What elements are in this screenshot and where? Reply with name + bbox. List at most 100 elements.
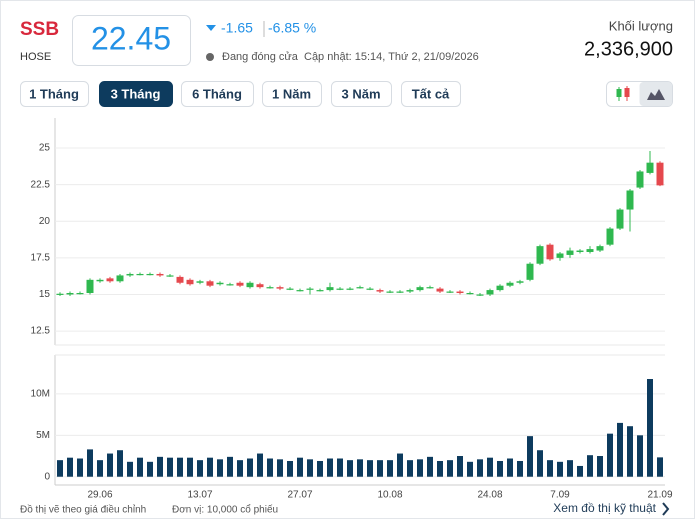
candle-body <box>386 291 394 293</box>
volume-bar <box>97 460 103 477</box>
volume-bar <box>347 460 353 477</box>
x-tick-label: 21.09 <box>647 490 672 501</box>
candle-body <box>206 281 214 286</box>
range-label: 1 Tháng <box>29 86 79 101</box>
candle-body <box>606 228 614 245</box>
candle-body <box>426 287 434 289</box>
volume-bar <box>487 457 493 477</box>
candle-body <box>366 288 374 290</box>
range-button[interactable] <box>331 81 392 107</box>
volume-bar <box>87 449 93 477</box>
candle-body <box>286 288 294 290</box>
candle-body <box>116 275 124 282</box>
candle-body <box>556 253 564 258</box>
volume-bar <box>57 460 63 477</box>
volume-bar <box>647 379 653 477</box>
volume-label: Khối lượng <box>609 18 673 33</box>
candle-body <box>256 284 264 288</box>
candle-body <box>146 273 154 276</box>
volume-bar <box>517 460 523 477</box>
candle-body <box>56 293 64 295</box>
candle-body <box>526 263 534 280</box>
symbol: SSB <box>20 19 59 40</box>
candle-body <box>196 281 204 283</box>
range-label: 1 Năm <box>272 86 311 101</box>
candle-body <box>296 290 304 292</box>
volume-bar <box>567 460 573 477</box>
volume-bar <box>377 460 383 477</box>
candle-body <box>106 278 114 282</box>
footer-note: Đồ thị vẽ theo giá điều chỉnh <box>20 504 146 516</box>
volume-bar <box>657 457 663 477</box>
volume-bar <box>477 459 483 477</box>
x-tick-label: 24.08 <box>477 490 502 501</box>
volume-bar <box>507 458 513 477</box>
price-box <box>72 15 191 66</box>
y-tick-label: 15 <box>39 289 51 300</box>
y2-tick-label: 10M <box>31 389 50 400</box>
volume-bar <box>367 460 373 477</box>
x-tick-label: 29.06 <box>87 490 112 501</box>
candle-body <box>496 285 504 291</box>
candle-body <box>406 290 414 292</box>
x-tick-label: 27.07 <box>287 490 312 501</box>
candle-body <box>346 288 354 290</box>
icon <box>624 88 630 97</box>
volume-bar <box>217 459 223 477</box>
updated: Cập nhật: 15:14, Thứ 2, 21/09/2026 <box>304 51 479 63</box>
y-tick-label: 20 <box>39 216 51 227</box>
y-tick-label: 22.5 <box>31 179 51 190</box>
range-button[interactable] <box>401 81 461 107</box>
candle-body <box>216 282 224 285</box>
range-button[interactable] <box>20 81 89 107</box>
candle-body <box>266 287 274 289</box>
volume-bar <box>457 456 463 477</box>
candle-body <box>326 287 334 291</box>
candle-body <box>186 279 194 285</box>
candle-body <box>476 294 484 296</box>
candle-body <box>436 288 444 292</box>
volume-bar <box>317 460 323 477</box>
volume-bar <box>577 465 583 477</box>
volume-bar <box>537 450 543 477</box>
candle-body <box>156 273 164 276</box>
volume-bar <box>127 461 133 477</box>
change: -1.65 <box>221 20 253 36</box>
candle-body <box>126 273 134 276</box>
candle-body <box>356 287 364 289</box>
candle-body <box>646 162 654 173</box>
candle-body <box>516 281 524 283</box>
range-button[interactable] <box>99 81 173 107</box>
volume-bar <box>607 433 613 477</box>
volume-bar <box>77 458 83 477</box>
range-button[interactable] <box>262 81 322 107</box>
chevron <box>662 502 670 516</box>
volume-bar <box>237 460 243 477</box>
candle-body <box>136 273 144 276</box>
x-tick-label: 7.09 <box>550 490 570 501</box>
volume-bar <box>617 422 623 477</box>
range-label: 3 Năm <box>341 86 380 101</box>
range-label: 3 Tháng <box>111 86 161 101</box>
volume-bar <box>527 436 533 477</box>
volume-bar <box>357 459 363 477</box>
volume-bar <box>407 460 413 477</box>
candle-body <box>86 279 94 294</box>
y2-tick-label: 0 <box>44 471 50 482</box>
range-button[interactable] <box>181 81 254 107</box>
volume-bar <box>587 455 593 477</box>
footer-unit: Đơn vị: 10,000 cổ phiếu <box>172 504 278 516</box>
tech-chart-link[interactable]: Xem đồ thị kỹ thuật <box>553 501 656 515</box>
candle-body <box>96 279 104 282</box>
volume-bar <box>67 457 73 477</box>
icon <box>647 89 665 100</box>
volume-bar <box>637 435 643 477</box>
volume-bar <box>187 457 193 477</box>
volume-bar <box>207 457 213 477</box>
candle-body <box>376 290 384 292</box>
plot: 12.5 15 17.5 20 22.5 25 0 5M 10M 29.06 13.07 27.07 1… <box>31 143 673 501</box>
range-label: Tất cả <box>412 86 450 101</box>
volume-bar <box>427 456 433 477</box>
